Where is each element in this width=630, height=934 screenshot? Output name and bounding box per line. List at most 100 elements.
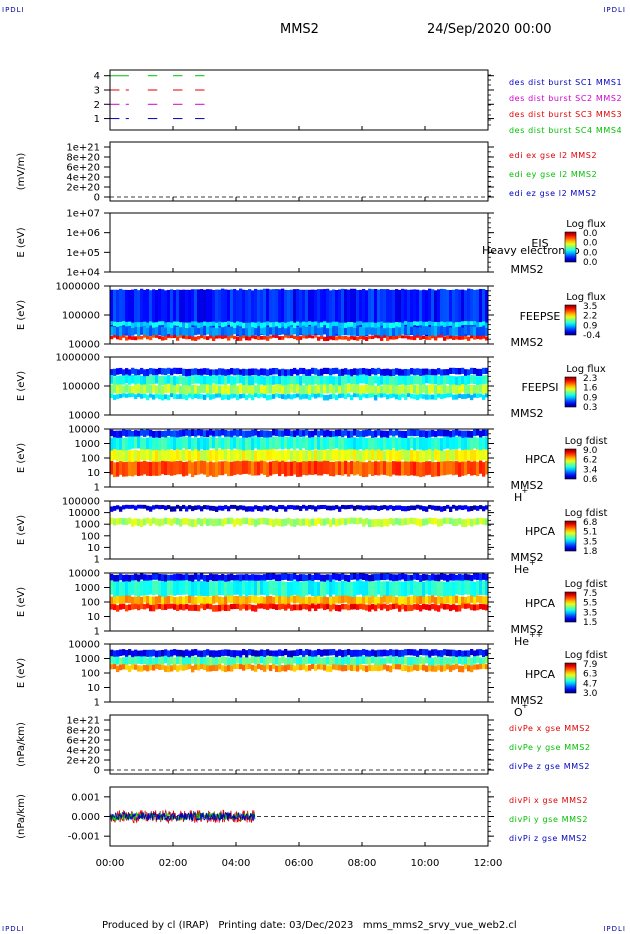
heatmap-cell [134,656,138,665]
heatmap-cell [425,430,429,439]
eis-note: Heavy electron to [482,244,580,257]
heatmap-cell [383,326,387,336]
legend-blue: des dist burst SC1 MMS1 [509,78,622,87]
heatmap-cell [284,648,288,656]
heatmap-cell [299,385,303,396]
heatmap-cell [116,322,120,327]
heatmap-cell [251,429,255,437]
heatmap-cell [116,574,120,583]
heatmap-cell [257,289,261,336]
heatmap-cell [419,376,423,386]
heatmap-cell [140,449,144,460]
heatmap-cell [185,664,189,670]
heatmap-cell [428,384,432,394]
heatmap-cell [410,384,414,394]
heatmap-cell [155,650,159,659]
heatmap-cell [401,369,405,378]
heatmap-cell [341,437,345,450]
y-tick-label: 1e+07 [66,209,100,220]
heatmap-cell [233,429,237,436]
y-tick-label: 1e+21 [66,716,100,727]
heatmap-cell [299,375,303,386]
heatmap-cell [254,580,258,596]
heatmap-cell [251,664,255,671]
colorbar-tick-label: 6.3 [583,670,597,680]
legend-magenta: des dist burst SC2 MMS2 [509,94,622,103]
heatmap-cell [149,290,153,337]
heatmap-cell [419,462,423,478]
heatmap-cell [314,394,318,399]
heatmap-cell [449,657,453,666]
heatmap-cell [119,367,123,375]
heatmap-cell [158,326,162,336]
heatmap-cell [146,595,150,604]
heatmap-cell [485,580,489,596]
heatmap-cell [119,657,123,667]
heatmap-cell [230,517,234,524]
heatmap-cell [287,394,291,399]
heatmap-cell [422,506,426,512]
heatmap-cell [308,394,312,400]
heatmap-cell [113,327,117,337]
heatmap-cell [284,657,288,667]
heatmap-cell [239,596,243,605]
heatmap-cell [152,657,156,667]
heatmap-cell [425,665,429,672]
heatmap-cell [368,450,372,462]
heatmap-cell [137,650,141,659]
heatmap-cell [161,596,165,606]
heatmap-cell [170,384,174,394]
heatmap-cell [386,581,390,597]
heatmap-cell [416,289,420,336]
heatmap-cell [167,367,171,374]
heatmap-cell [221,429,225,436]
heatmap-cell [263,505,267,510]
heatmap-cell [188,289,192,336]
heatmap-cell [230,504,234,509]
heatmap-cell [191,394,195,400]
species-label: H [514,491,522,504]
heatmap-cell [341,665,345,672]
heatmap-cell [203,321,207,326]
heatmap-cell [383,437,387,450]
heatmap-cell [146,603,150,609]
heatmap-cell [386,650,390,658]
heatmap-cell [308,437,312,451]
heatmap-cell [251,327,255,337]
colorbar-tick-label: 1.5 [583,618,597,628]
heatmap-cell [317,461,321,476]
heatmap-cell [179,656,183,665]
heatmap-cell [293,335,297,340]
heatmap-cell [410,289,414,335]
heatmap-cell [167,580,171,596]
heatmap-cell [167,449,171,461]
heatmap-cell [407,429,411,437]
heatmap-cell [389,604,393,610]
heatmap-cell [434,375,438,385]
heatmap-cell [467,574,471,582]
heatmap-cell [422,518,426,526]
heatmap-cell [395,429,399,436]
heatmap-cell [182,429,186,437]
heatmap-cell [287,449,291,460]
heatmap-cell [479,450,483,463]
heatmap-cell [173,657,177,666]
heatmap-cell [467,369,471,377]
heatmap-cell [269,384,273,394]
heatmap-cell [194,436,198,450]
heatmap-cell [251,506,255,512]
colorbar-tick-label: 0.9 [583,393,598,403]
heatmap-cell [215,581,219,597]
heatmap-cell [464,505,468,510]
heatmap-cell [290,604,294,611]
heatmap-cell [233,519,237,527]
heatmap-cell [398,289,402,336]
heatmap-cell [473,450,477,462]
heatmap-cell [296,581,300,597]
heatmap-cell [335,394,339,401]
heatmap-cell [194,289,198,335]
heatmap-cell [479,437,483,451]
heatmap-cell [398,322,402,328]
y-tick-label: 100 [81,669,100,680]
heatmap-cell [173,597,177,607]
